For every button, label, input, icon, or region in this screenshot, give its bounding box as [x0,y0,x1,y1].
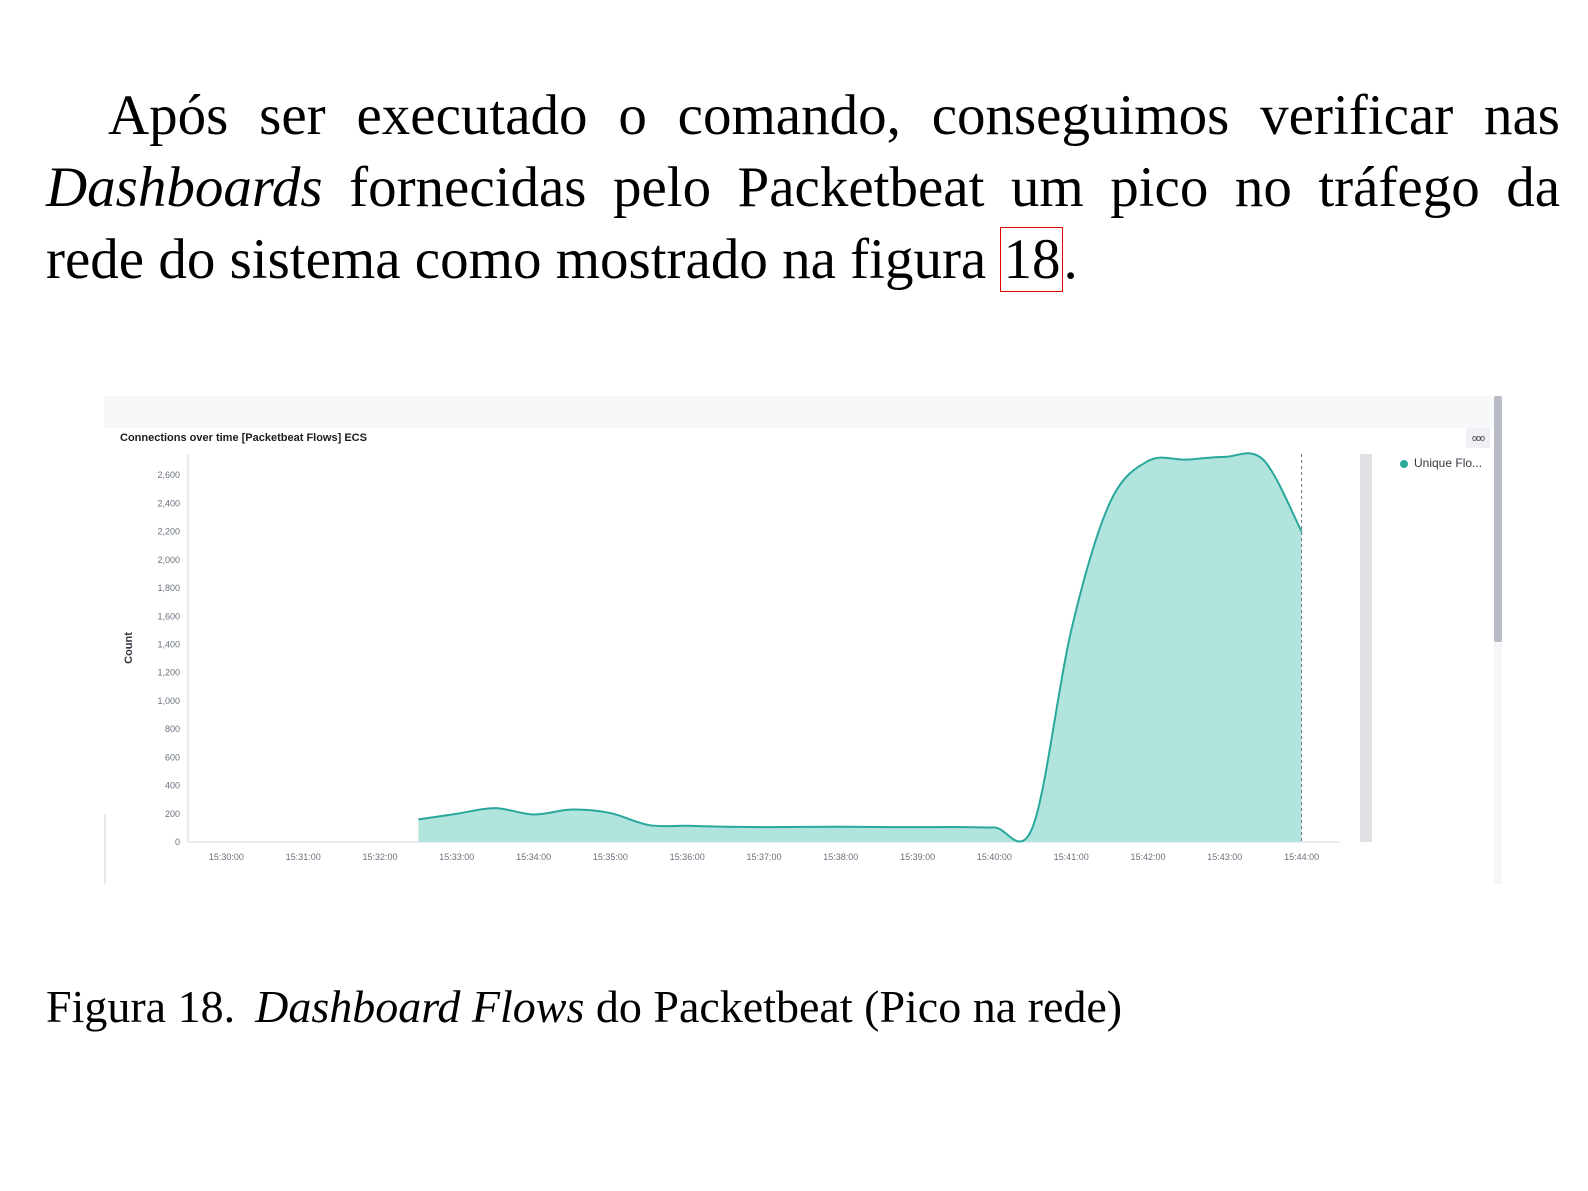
x-tick-label: 15:39:00 [900,852,935,862]
x-tick-label: 15:36:00 [670,852,705,862]
y-tick-label: 1,000 [157,696,180,706]
x-tick-label: 15:35:00 [593,852,628,862]
paragraph-italic-term: Dashboards [46,156,323,219]
y-tick-label: 800 [165,724,180,734]
dashboard-header-bar [104,396,1502,428]
x-tick-label: 15:41:00 [1054,852,1089,862]
y-tick-label: 2,600 [157,470,180,480]
y-tick-label: 1,200 [157,668,180,678]
dashboard-figure: Connections over time [Packetbeat Flows]… [104,396,1502,884]
y-tick-label: 1,600 [157,611,180,621]
y-tick-label: 400 [165,781,180,791]
panel-options-button[interactable]: ooo [1466,428,1490,448]
ellipsis-icon: ooo [1471,433,1485,443]
x-tick-label: 15:43:00 [1207,852,1242,862]
caption-italic-title: Dashboard Flows [255,981,585,1032]
paragraph-end: . [1063,228,1078,291]
area-chart: 0 200 400 600 800 1,000 1,200 1,400 1,600 1,800 2,… [123,452,1372,862]
y-tick-label: 200 [165,809,180,819]
body-paragraph: Após ser executado o comando, conseguimo… [46,80,1560,296]
x-tick-label: 15:38:00 [823,852,858,862]
x-tick-label: 15:34:00 [516,852,551,862]
caption-rest: do Packetbeat (Pico na rede) [584,981,1123,1032]
panel-title: Connections over time [Packetbeat Flows]… [120,432,367,444]
series-area-fill [418,453,1302,842]
legend-dot-icon [1400,459,1408,468]
x-tick-label: 15:44:00 [1284,852,1319,862]
figure-caption: Figura 18. Dashboard Flows do Packetbeat … [46,980,1122,1033]
caption-label: Figura 18. [46,981,236,1032]
series-line [418,452,1303,843]
x-tick-label: 15:40:00 [977,852,1012,862]
figure-reference-link[interactable]: 18 [1000,227,1064,292]
paragraph-text-1: Após ser executado o comando, conseguimo… [108,84,1560,147]
time-range-band [1360,454,1372,842]
x-tick-label: 15:31:00 [286,852,321,862]
y-tick-label: 1,800 [157,583,180,593]
y-tick-label: 0 [175,837,180,847]
x-tick-label: 15:42:00 [1130,852,1165,862]
x-tick-label: 15:37:00 [746,852,781,862]
panel-scrollbar-thumb[interactable] [1494,396,1502,642]
y-tick-label: 2,000 [157,555,180,565]
x-tick-label: 15:32:00 [362,852,397,862]
legend-label: Unique Flo... [1414,456,1483,470]
chart-legend[interactable]: Unique Flo... [1400,456,1482,470]
x-tick-label: 15:33:00 [439,852,474,862]
x-tick-label: 15:30:00 [209,852,244,862]
y-axis-label: Count [123,632,135,664]
y-tick-label: 600 [165,752,180,762]
y-tick-label: 2,200 [157,527,180,537]
y-tick-label: 2,400 [157,498,180,508]
paragraph-text-2: fornecidas pelo Packetbeat um pico no tr… [46,156,1560,291]
panel-left-edge [104,814,106,884]
y-tick-label: 1,400 [157,639,180,649]
